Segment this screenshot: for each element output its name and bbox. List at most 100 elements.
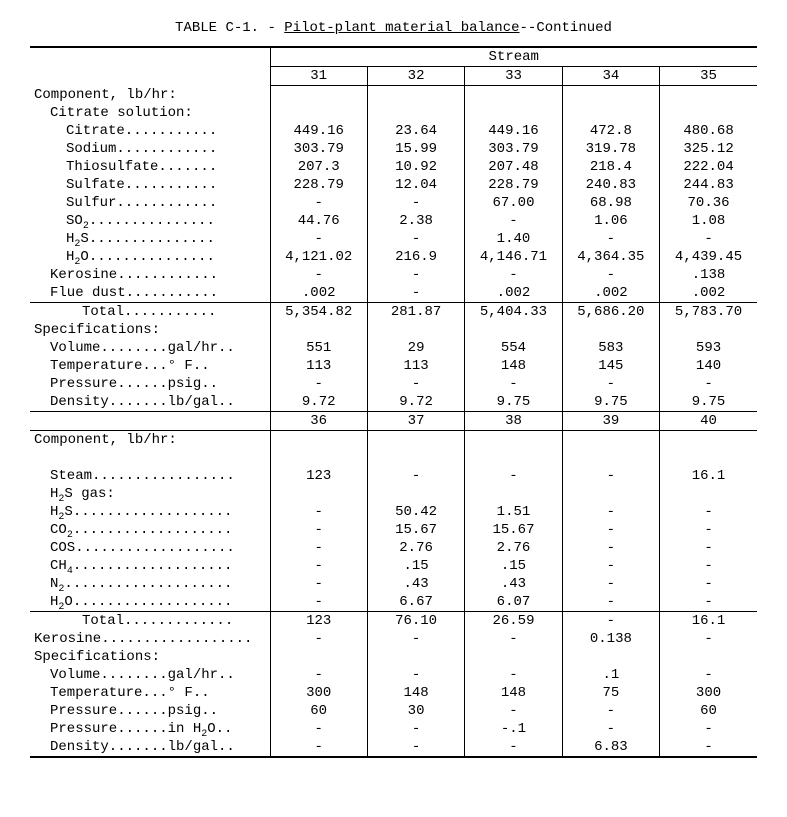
title-underline: Pilot-plant material balance [284,20,519,36]
row-label: Flue dust........... [30,284,270,303]
table-row: Citrate...........449.1623.64449.16472.8… [30,122,757,140]
data-cell: - [562,557,659,575]
section-header: Component, lb/hr: [30,86,270,104]
data-cell: - [465,630,562,648]
data-cell: 10.92 [367,158,464,176]
data-cell: - [562,593,659,612]
row-label: Volume........gal/hr.. [30,339,270,357]
row-label: Citrate........... [30,122,270,140]
table-row: H2S gas: [30,485,757,503]
row-label: Temperature...° F.. [30,684,270,702]
row-label: Thiosulfate....... [30,158,270,176]
component-header-b: Component, lb/hr: [30,430,757,449]
spec-row: Volume........gal/hr..55129554583593 [30,339,757,357]
stream-numbers-row-b: 3637383940 [30,411,757,430]
data-cell: - [270,738,367,757]
data-cell: - [562,575,659,593]
data-cell: - [562,720,659,738]
data-cell: 113 [270,357,367,375]
row-label: H2S gas: [30,485,270,503]
data-cell [660,485,757,503]
data-cell: 4,146.71 [465,248,562,266]
data-cell: 26.59 [465,611,562,630]
data-cell: 16.1 [660,611,757,630]
data-cell: 281.87 [367,302,464,321]
row-label: H2S................... [30,503,270,521]
table-row: Thiosulfate.......207.310.92207.48218.42… [30,158,757,176]
spec-row: Temperature...° F..113113148145140 [30,357,757,375]
table-row: H2O...............4,121.02216.94,146.714… [30,248,757,266]
data-cell: - [367,738,464,757]
data-cell: 554 [465,339,562,357]
data-cell: - [270,593,367,612]
data-cell: - [367,630,464,648]
data-cell: - [660,575,757,593]
row-label: Temperature...° F.. [30,357,270,375]
row-label: Pressure......psig.. [30,702,270,720]
table-row: CH4...................-.15.15-- [30,557,757,575]
data-cell: 30 [367,702,464,720]
spec-row: Pressure......psig..----- [30,375,757,393]
data-cell: - [367,720,464,738]
data-cell: 2.76 [367,539,464,557]
table-title: TABLE C-1. - Pilot-plant material balanc… [30,20,757,36]
data-cell: - [367,266,464,284]
data-cell: 303.79 [465,140,562,158]
data-cell: - [367,194,464,212]
data-cell: 145 [562,357,659,375]
table-row: SO2...............44.762.38-1.061.08 [30,212,757,230]
data-cell: - [660,521,757,539]
data-cell: .002 [660,284,757,303]
data-cell: - [562,702,659,720]
data-cell: 4,439.45 [660,248,757,266]
data-cell: 2.76 [465,539,562,557]
data-cell: - [562,375,659,393]
data-cell: 4,364.35 [562,248,659,266]
stream-numbers-row-a: 3132333435 [30,67,757,86]
data-cell: .15 [367,557,464,575]
data-cell: 148 [465,684,562,702]
row-label: Density.......lb/gal.. [30,738,270,757]
data-cell: 1.08 [660,212,757,230]
data-cell: 1.40 [465,230,562,248]
data-cell: - [660,375,757,393]
data-cell: .1 [562,666,659,684]
table-row: Sodium............303.7915.99303.79319.7… [30,140,757,158]
data-cell: 113 [367,357,464,375]
row-label: Pressure......psig.. [30,375,270,393]
data-cell: 140 [660,357,757,375]
data-cell: 5,686.20 [562,302,659,321]
data-cell: 300 [270,684,367,702]
data-cell: - [367,230,464,248]
data-cell: .43 [367,575,464,593]
spec-header: Specifications: [30,321,270,339]
table-row: H2S...................-50.421.51-- [30,503,757,521]
row-label: SO2............... [30,212,270,230]
data-cell: 76.10 [367,611,464,630]
table-row: CO2...................-15.6715.67-- [30,521,757,539]
data-cell: 67.00 [465,194,562,212]
stream-header-row: Stream [30,47,757,67]
data-cell: - [562,230,659,248]
citrate-header: Citrate solution: [30,104,757,122]
data-cell: 9.75 [465,393,562,412]
row-label: CO2................... [30,521,270,539]
data-cell: - [660,666,757,684]
data-cell: .002 [562,284,659,303]
row-label: Total............. [30,611,270,630]
data-cell: 2.38 [367,212,464,230]
data-cell: .15 [465,557,562,575]
data-cell: - [562,503,659,521]
data-cell: 44.76 [270,212,367,230]
spec-row: Density.......lb/gal..---6.83- [30,738,757,757]
data-cell: 472.8 [562,122,659,140]
data-cell: 1.06 [562,212,659,230]
row-label: Kerosine............ [30,266,270,284]
spec-row: Pressure......in H2O..---.1-- [30,720,757,738]
data-cell: - [270,539,367,557]
stream-col-header: 36 [270,411,367,430]
data-cell [465,485,562,503]
data-cell: 6.67 [367,593,464,612]
data-cell: 15.67 [465,521,562,539]
stream-col-header: 37 [367,411,464,430]
